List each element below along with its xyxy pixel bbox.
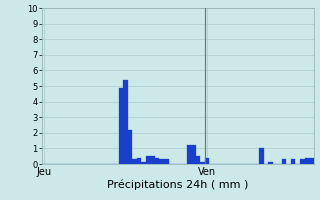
Bar [268,162,273,164]
Bar [191,145,196,164]
Bar [159,159,164,164]
Bar [305,158,309,164]
Bar [128,130,132,164]
Bar [300,159,305,164]
Bar [309,158,314,164]
Bar [282,159,286,164]
Bar [196,156,200,164]
Bar [137,158,141,164]
Bar [123,80,128,164]
Bar [187,145,191,164]
Bar [205,158,209,164]
Bar [200,162,205,164]
Bar [141,162,146,164]
Bar [132,159,137,164]
Bar [164,159,169,164]
Bar [150,156,155,164]
Bar [259,148,264,164]
Bar [119,88,123,164]
X-axis label: Précipitations 24h ( mm ): Précipitations 24h ( mm ) [107,180,248,190]
Bar [291,159,295,164]
Bar [146,156,150,164]
Bar [155,158,159,164]
